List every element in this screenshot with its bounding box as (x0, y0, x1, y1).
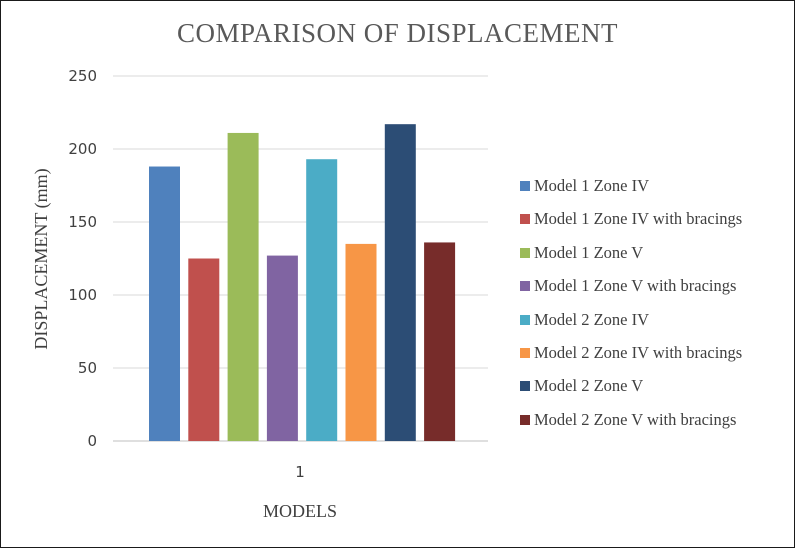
legend-swatch (520, 414, 530, 425)
legend-item: Model 2 Zone V with bracings (520, 403, 795, 436)
bar (384, 124, 416, 442)
legend-item: Model 1 Zone V (520, 236, 795, 269)
bars (149, 124, 456, 442)
bar (149, 166, 180, 441)
y-tick-label: 150 (68, 213, 97, 231)
bar (306, 159, 338, 441)
bar (424, 242, 456, 441)
legend-label: Model 2 Zone IV (534, 309, 650, 329)
legend-label: Model 1 Zone V (534, 242, 644, 262)
legend-swatch (520, 247, 530, 258)
legend-item: Model 2 Zone IV with bracings (520, 336, 795, 369)
legend-swatch (520, 347, 530, 358)
bar (227, 132, 259, 441)
legend-label: Model 2 Zone IV with bracings (534, 342, 743, 362)
legend-label: Model 2 Zone V (534, 376, 644, 396)
legend-label: Model 2 Zone V with bracings (534, 409, 737, 429)
y-tick-label: 200 (68, 140, 97, 158)
legend-swatch (520, 281, 530, 292)
legend-swatch (520, 181, 530, 191)
bar (266, 255, 298, 441)
legend: Model 1 Zone IV Model 1 Zone IV with brac… (520, 169, 795, 436)
legend-item: Model 2 Zone V (520, 369, 795, 402)
x-tick-labels: 1 (295, 463, 305, 481)
legend-swatch (520, 381, 530, 392)
y-tick-label: 250 (68, 67, 97, 85)
legend-swatch (520, 214, 530, 225)
y-tick-labels: 0 50 100 150 200 250 (68, 67, 97, 450)
y-tick-label: 0 (87, 432, 97, 450)
legend-label: Model 1 Zone IV (534, 176, 650, 195)
legend-swatch (520, 314, 530, 325)
y-axis-label: DISPLACEMENT (mm) (31, 168, 52, 349)
legend-item: Model 1 Zone IV (520, 169, 795, 202)
legend-item: Model 1 Zone IV with bracings (520, 202, 795, 235)
legend-item: Model 1 Zone V with bracings (520, 269, 795, 302)
bar (345, 243, 377, 441)
legend-item: Model 2 Zone IV (520, 303, 795, 336)
chart-title: COMPARISON OF DISPLACEMENT (176, 18, 619, 48)
legend-label: Model 1 Zone V with bracings (534, 276, 737, 296)
y-tick-label: 50 (78, 359, 97, 377)
x-tick-label: 1 (295, 463, 305, 481)
y-tick-label: 100 (68, 286, 97, 304)
bar (188, 258, 220, 441)
x-axis-label: MODELS (263, 501, 337, 521)
legend-label: Model 1 Zone IV with bracings (534, 209, 743, 229)
